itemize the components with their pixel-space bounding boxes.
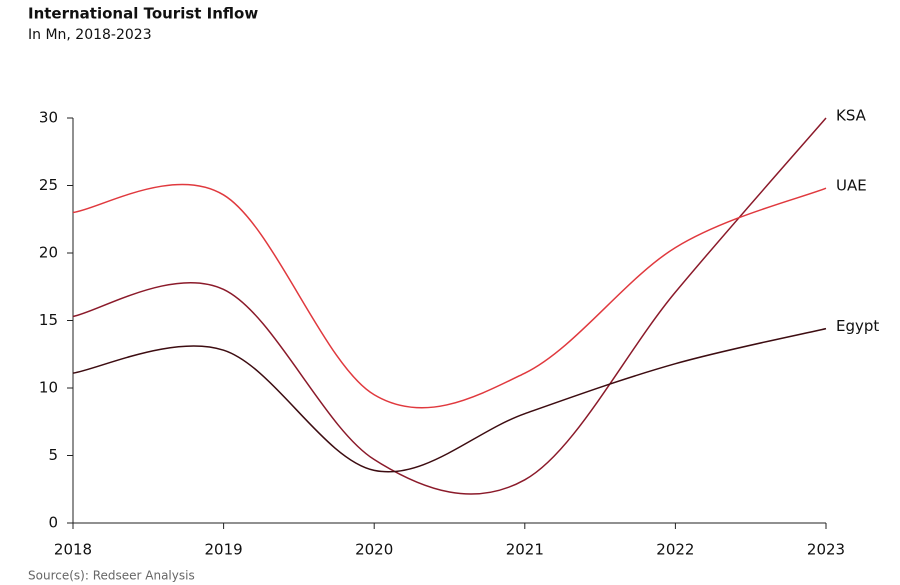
x-tick-label: 2019 bbox=[205, 541, 243, 559]
y-tick-label: 10 bbox=[39, 379, 58, 397]
series-line bbox=[72, 183, 827, 409]
y-tick-label: 15 bbox=[39, 311, 58, 329]
x-tick-label: 2020 bbox=[355, 541, 393, 559]
chart-title: International Tourist Inflow bbox=[28, 5, 258, 23]
y-tick-label: 0 bbox=[48, 514, 58, 532]
series-line bbox=[72, 327, 827, 473]
y-tick-label: 25 bbox=[39, 176, 58, 194]
x-tick-label: 2022 bbox=[656, 541, 694, 559]
x-tick-label: 2018 bbox=[54, 541, 92, 559]
y-tick-label: 20 bbox=[39, 244, 58, 262]
series-label: Egypt bbox=[836, 317, 879, 335]
source-note: Source(s): Redseer Analysis bbox=[28, 569, 195, 583]
series-line bbox=[72, 117, 827, 495]
x-tick-label: 2021 bbox=[506, 541, 544, 559]
y-tick-label: 5 bbox=[48, 446, 58, 464]
chart-subtitle: In Mn, 2018-2023 bbox=[28, 27, 152, 43]
series-label: KSA bbox=[836, 107, 867, 125]
y-tick-label: 30 bbox=[39, 109, 58, 127]
x-tick-label: 2023 bbox=[807, 541, 845, 559]
series-label: UAE bbox=[836, 177, 867, 195]
